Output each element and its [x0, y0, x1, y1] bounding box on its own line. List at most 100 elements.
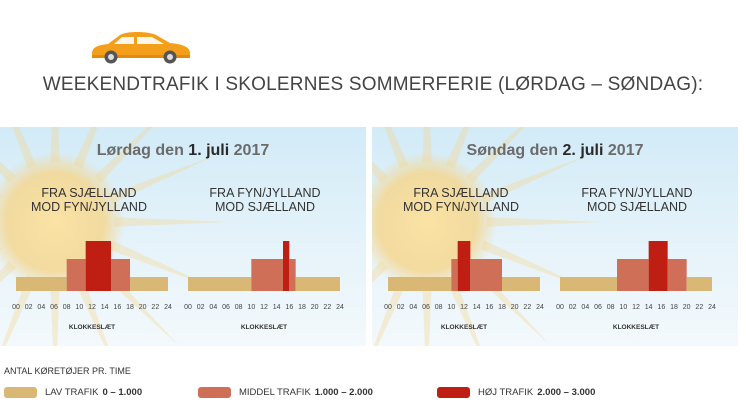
x-axis-title: KLOKKESLÆT — [241, 324, 287, 331]
legend-range: 2.000 – 3.000 — [537, 387, 596, 398]
traffic-bar-high — [648, 241, 668, 291]
x-tick-label: 08 — [63, 304, 71, 311]
x-tick-label: 06 — [222, 304, 230, 311]
series-label-westbound: FRA SJÆLLAND MOD FYN/JYLLAND — [403, 186, 519, 214]
title-prefix: Lørdag den — [96, 142, 184, 159]
x-tick-label: 00 — [12, 304, 20, 311]
title-date: 1. juli — [188, 142, 230, 159]
traffic-bar-medium — [451, 259, 458, 291]
sun-ray — [480, 240, 589, 289]
title-date: 2. juli — [562, 142, 604, 159]
sun-ray — [373, 275, 409, 346]
x-tick-label: 24 — [164, 304, 172, 311]
title-prefix: Søndag den — [466, 142, 559, 159]
legend-swatch-medium — [198, 387, 231, 398]
traffic-bar-medium — [251, 259, 283, 291]
sun-ray — [1, 275, 37, 346]
x-tick-label: 06 — [422, 304, 430, 311]
x-tick-label: 16 — [285, 304, 293, 311]
x-tick-label: 20 — [511, 304, 519, 311]
chart-panel-saturday: Lørdag den 1. juli 2017 FRA SJÆLLAND MOD … — [0, 127, 366, 346]
x-tick-label: 04 — [37, 304, 45, 311]
legend-range: 0 – 1.000 — [102, 387, 143, 398]
x-tick-label: 18 — [298, 304, 306, 311]
traffic-bar-medium — [289, 259, 296, 291]
x-tick-label: 14 — [101, 304, 109, 311]
x-tick-label: 06 — [50, 304, 58, 311]
x-tick-label: 20 — [139, 304, 147, 311]
x-tick-label: 10 — [247, 304, 255, 311]
x-tick-label: 10 — [619, 304, 627, 311]
traffic-bar-low — [502, 277, 540, 291]
x-axis-title: KLOKKESLÆT — [613, 324, 659, 331]
x-tick-label: 24 — [336, 304, 344, 311]
x-axis-title: KLOKKESLÆT — [441, 324, 487, 331]
x-tick-label: 22 — [323, 304, 331, 311]
legend-range: 1.000 – 2.000 — [314, 387, 373, 398]
x-tick-label: 08 — [607, 304, 615, 311]
traffic-bar-low — [295, 277, 340, 291]
sun-ray — [108, 155, 217, 204]
x-tick-label: 04 — [409, 304, 417, 311]
traffic-bar-high — [85, 241, 111, 291]
sun-ray — [73, 275, 109, 346]
x-tick-label: 02 — [569, 304, 577, 311]
x-tick-label: 12 — [632, 304, 640, 311]
car-icon — [92, 32, 190, 64]
x-tick-label: 10 — [447, 304, 455, 311]
x-tick-label: 00 — [384, 304, 392, 311]
traffic-bar-medium — [111, 259, 130, 291]
x-tick-label: 08 — [235, 304, 243, 311]
chart-title: Lørdag den 1. juli 2017 — [0, 142, 366, 160]
x-tick-label: 12 — [88, 304, 96, 311]
series-label-eastbound: FRA FYN/JYLLAND MOD SJÆLLAND — [209, 186, 321, 214]
x-tick-label: 24 — [536, 304, 544, 311]
traffic-bar-medium — [667, 259, 687, 291]
page-title: WEEKENDTRAFIK I SKOLERNES SOMMERFERIE (L… — [42, 74, 704, 95]
traffic-bar-low — [560, 277, 617, 291]
x-tick-label: 12 — [460, 304, 468, 311]
legend-item-low: LAV TRAFIK 0 – 1.000 — [4, 387, 142, 398]
x-tick-label: 22 — [151, 304, 159, 311]
series-label-westbound: FRA SJÆLLAND MOD FYN/JYLLAND — [31, 186, 147, 214]
traffic-bar-high — [283, 241, 290, 291]
x-tick-label: 16 — [657, 304, 665, 311]
x-tick-label: 18 — [126, 304, 134, 311]
x-tick-label: 18 — [670, 304, 678, 311]
traffic-bar-low — [686, 277, 712, 291]
x-tick-label: 20 — [311, 304, 319, 311]
x-tick-label: 22 — [523, 304, 531, 311]
x-tick-label: 04 — [581, 304, 589, 311]
sun-ray — [480, 155, 589, 204]
sun-ray — [93, 127, 153, 184]
sun-ray — [50, 281, 60, 346]
x-tick-label: 04 — [209, 304, 217, 311]
x-tick-label: 08 — [435, 304, 443, 311]
x-tick-label: 22 — [695, 304, 703, 311]
x-axis-title: KLOKKESLÆT — [69, 324, 115, 331]
traffic-bar-low — [188, 277, 252, 291]
x-tick-label: 02 — [197, 304, 205, 311]
x-tick-label: 20 — [683, 304, 691, 311]
x-tick-label: 06 — [594, 304, 602, 311]
title-year: 2017 — [233, 142, 270, 159]
traffic-bar-medium — [66, 259, 86, 291]
series-label-eastbound: FRA FYN/JYLLAND MOD SJÆLLAND — [581, 186, 693, 214]
sun-ray — [486, 217, 602, 227]
sun-ray — [114, 217, 230, 227]
legend-label: LAV TRAFIK — [45, 387, 99, 398]
traffic-bars: 00 02 04 06 08 10 12 14 16 18 20 22 24 KLOKKESLÆT 00 02… — [12, 241, 344, 331]
x-tick-label: 24 — [708, 304, 716, 311]
sun-ray — [422, 281, 432, 346]
x-tick-label: 16 — [113, 304, 121, 311]
x-tick-label: 16 — [485, 304, 493, 311]
legend-item-medium: MIDDEL TRAFIK 1.000 – 2.000 — [198, 387, 373, 398]
x-tick-label: 14 — [645, 304, 653, 311]
traffic-bar-low — [388, 277, 452, 291]
legend-swatch-low — [4, 387, 37, 398]
legend-title: ANTAL KØRETØJER PR. TIME — [4, 366, 131, 376]
sun-ray — [108, 240, 217, 289]
legend-label: HØJ TRAFIK — [478, 387, 534, 398]
traffic-bar-medium — [470, 259, 502, 291]
x-tick-label: 12 — [260, 304, 268, 311]
